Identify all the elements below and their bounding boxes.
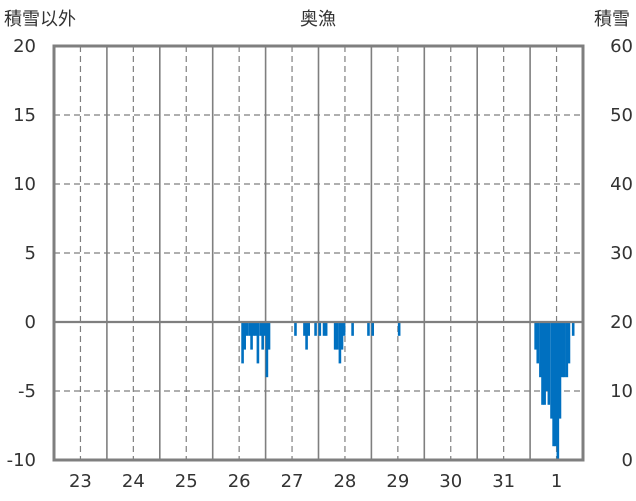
- left-y-tick-label: -10: [7, 450, 36, 471]
- precip-bar: [254, 322, 258, 336]
- precip-bar: [539, 322, 542, 378]
- precip-bar: [241, 322, 244, 364]
- precip-bar: [562, 322, 566, 378]
- x-tick-label: 25: [175, 471, 198, 492]
- precip-bar: [314, 322, 317, 336]
- precip-bar: [397, 322, 401, 336]
- x-tick-label: 31: [492, 471, 515, 492]
- precip-bar: [567, 322, 571, 364]
- left-axis-label: 積雪以外: [4, 9, 76, 30]
- precip-bar: [565, 322, 569, 378]
- x-tick-label: 23: [69, 471, 92, 492]
- precip-bar: [351, 322, 354, 336]
- x-tick-label: 24: [122, 471, 145, 492]
- precip-bar: [267, 322, 271, 350]
- x-tick-label: 27: [281, 471, 304, 492]
- x-tick-label: 26: [228, 471, 251, 492]
- right-y-tick-label: 60: [610, 36, 633, 57]
- bars: [241, 322, 575, 460]
- axes: [52, 44, 585, 462]
- left-y-tick-label: 20: [13, 36, 36, 57]
- precip-bar: [307, 322, 310, 336]
- precip-bar: [303, 322, 306, 336]
- precip-bar: [340, 322, 344, 350]
- precip-bar: [305, 322, 308, 350]
- precip-bar: [324, 322, 328, 336]
- right-axis-label: 積雪: [594, 9, 630, 30]
- precip-bar: [243, 322, 246, 350]
- precip-bar: [536, 322, 540, 364]
- precip-bar: [560, 322, 564, 378]
- precip-bar: [259, 322, 262, 336]
- precip-bar: [571, 322, 575, 336]
- precip-bar: [250, 322, 253, 350]
- x-tick-label: 1: [551, 471, 562, 492]
- precip-bar: [256, 322, 260, 364]
- precip-bar: [263, 322, 267, 336]
- right-y-tick-label: 10: [610, 381, 633, 402]
- right-y-tick-label: 20: [610, 312, 633, 333]
- precip-bar: [318, 322, 322, 336]
- x-tick-label: 30: [439, 471, 462, 492]
- precip-bar: [371, 322, 375, 336]
- precip-bar: [265, 322, 269, 378]
- precip-bar: [248, 322, 251, 336]
- tick-labels: 20 60 15 50 10 40 5 30 0 20 -5 10 -10 0 23 24 25 26 27 28 29…: [7, 36, 633, 492]
- left-y-tick-label: 0: [25, 312, 36, 333]
- right-y-tick-label: 50: [610, 105, 633, 126]
- precip-bar: [342, 322, 346, 336]
- left-y-tick-label: 5: [25, 243, 36, 264]
- precip-bar: [338, 322, 342, 364]
- precip-bar: [261, 322, 264, 350]
- precip-bar: [367, 322, 370, 336]
- precip-bar: [541, 322, 544, 405]
- right-y-tick-label: 40: [610, 174, 633, 195]
- precip-bar: [294, 322, 297, 336]
- precip-bar: [245, 322, 249, 336]
- left-y-tick-label: 15: [13, 105, 36, 126]
- x-tick-label: 29: [386, 471, 409, 492]
- precip-bar: [322, 322, 326, 336]
- precip-bar: [554, 322, 558, 447]
- left-y-tick-label: 10: [13, 174, 36, 195]
- precip-bar: [543, 322, 546, 405]
- precip-bar: [556, 322, 560, 460]
- chart-title: 奥漁: [300, 9, 336, 30]
- precip-bar: [558, 322, 562, 419]
- precip-bar: [335, 322, 339, 350]
- x-tick-label: 28: [333, 471, 356, 492]
- precip-bar: [550, 322, 553, 419]
- precip-bar: [545, 322, 549, 391]
- precip-bar: [333, 322, 337, 350]
- plot-frame: [52, 44, 585, 462]
- right-y-tick-label: 0: [622, 450, 633, 471]
- precip-bar: [547, 322, 551, 405]
- left-y-tick-label: -5: [18, 381, 36, 402]
- precip-bar: [552, 322, 555, 447]
- precip-bar: [534, 322, 537, 350]
- precip-bar: [252, 322, 255, 336]
- right-y-tick-label: 30: [610, 243, 633, 264]
- grid: [54, 46, 583, 460]
